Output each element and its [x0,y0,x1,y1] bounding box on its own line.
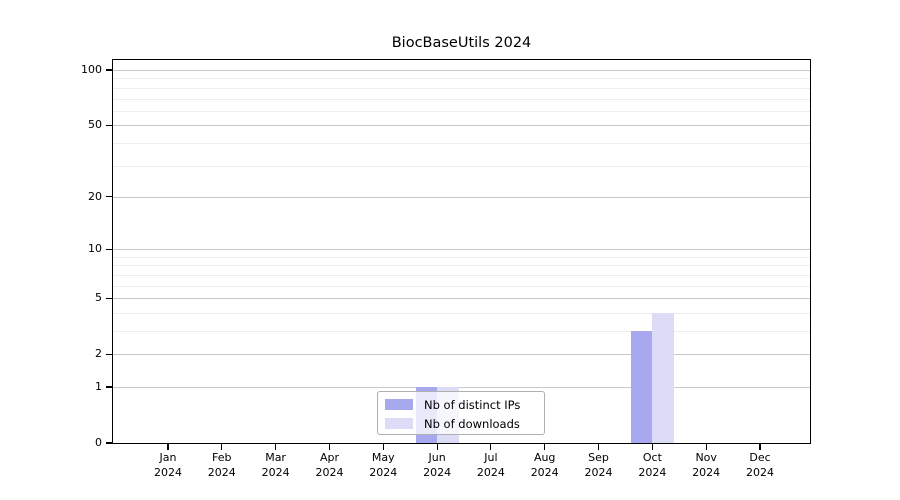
x-tick-jun [436,444,438,450]
gridline-minor-40 [113,142,810,144]
x-tick-label-dec: Dec 2024 [746,451,774,479]
gridline-major-10 [113,249,810,251]
y-tick-100 [106,69,113,71]
x-tick-apr [328,444,331,450]
gridline-major-2 [113,354,810,356]
x-tick-nov [705,444,707,450]
gridline-minor-3 [113,331,810,332]
x-tick-label-mar: Mar 2024 [261,451,290,479]
x-tick-label-sep: Sep 2024 [584,451,613,479]
x-tick-label-oct: Oct 2024 [638,451,667,479]
y-tick-2 [106,353,113,355]
gridline-minor-8 [113,265,810,267]
x-tick-jul [490,444,492,450]
gridline-minor-90 [113,78,810,80]
bar-downloads-oct [652,312,674,443]
legend-swatch-distinct-ips [385,399,413,410]
gridline-minor-70 [113,98,810,100]
y-tick-label-10: 10 [88,242,102,256]
gridline-minor-30 [113,165,810,167]
x-tick-label-jul: Jul 2024 [476,451,505,479]
x-tick-may [382,444,384,450]
gridline-major-100 [113,70,810,71]
x-tick-label-nov: Nov 2024 [692,451,721,479]
legend-label-distinct-ips: Nb of distinct IPs [424,397,521,412]
y-tick-label-1: 1 [95,380,102,393]
y-tick-0 [106,442,113,444]
x-tick-label-may: May 2024 [369,451,398,479]
gridline-minor-6 [113,285,810,287]
gridline-minor-4 [113,312,810,314]
x-tick-dec [759,444,761,450]
legend-swatch-downloads [385,418,413,429]
x-tick-sep [597,444,600,450]
x-tick-label-apr: Apr 2024 [315,451,344,479]
x-tick-label-jun: Jun 2024 [423,451,452,479]
y-tick-20 [106,196,113,198]
y-tick-10 [106,248,113,250]
gridline-major-50 [113,125,810,127]
gridline-minor-7 [113,274,810,276]
legend: Nb of distinct IPs Nb of downloads [377,391,545,435]
x-tick-label-feb: Feb 2024 [207,451,236,479]
legend-item-distinct-ips: Nb of distinct IPs [378,395,544,414]
x-tick-oct [651,444,653,450]
legend-label-downloads: Nb of downloads [424,416,520,431]
x-tick-mar [275,444,277,450]
x-tick-label-jan: Jan 2024 [154,451,182,479]
y-tick-label-5: 5 [95,291,102,305]
gridline-major-5 [113,298,810,300]
x-tick-label-aug: Aug 2024 [530,451,559,479]
gridline-major-20 [113,196,810,198]
x-tick-jan [167,444,169,450]
chart-title: BiocBaseUtils 2024 [391,35,532,51]
y-tick-label-0: 0 [95,436,102,449]
bar-distinct-ips-oct [630,331,653,443]
gridline-major-1 [113,387,810,388]
x-tick-feb [221,444,223,450]
y-tick-5 [106,297,113,299]
gridline-minor-80 [113,87,810,89]
y-tick-50 [106,124,113,126]
legend-item-downloads: Nb of downloads [378,414,544,433]
x-tick-aug [544,444,546,450]
y-tick-label-20: 20 [88,189,102,203]
y-tick-label-100: 100 [81,63,102,76]
plot-area: Nb of distinct IPs Nb of downloads [112,59,811,444]
y-tick-label-2: 2 [95,347,102,361]
y-tick-1 [106,386,113,388]
gridline-minor-60 [113,110,810,112]
y-tick-label-50: 50 [88,118,102,132]
gridline-minor-9 [113,256,810,258]
